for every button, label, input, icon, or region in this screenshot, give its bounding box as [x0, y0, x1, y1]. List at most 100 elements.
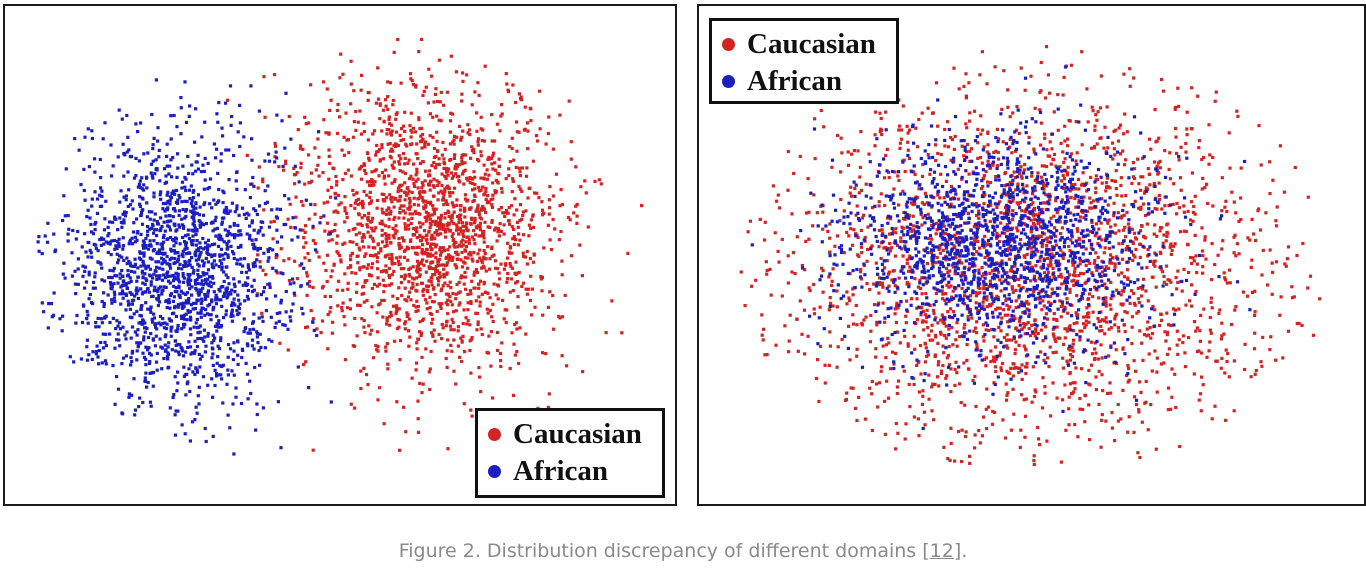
point-caucasian [362, 233, 366, 237]
point-african [167, 298, 171, 302]
point-african [232, 223, 236, 227]
point-african [184, 299, 188, 303]
point-african [200, 221, 204, 225]
point-african [176, 370, 180, 374]
point-african [232, 349, 236, 353]
point-african [93, 271, 97, 275]
point-caucasian [1052, 312, 1056, 316]
point-caucasian [398, 183, 402, 187]
point-caucasian [960, 286, 964, 290]
point-african [142, 319, 146, 323]
point-caucasian [483, 64, 487, 68]
point-african [191, 222, 195, 226]
point-african [206, 282, 210, 286]
point-caucasian [1121, 347, 1125, 351]
point-caucasian [1016, 366, 1020, 370]
point-caucasian [309, 309, 313, 313]
point-african [266, 152, 271, 156]
point-caucasian [496, 297, 500, 301]
point-african [152, 312, 156, 316]
point-caucasian [317, 155, 321, 159]
point-african [91, 232, 95, 236]
point-african [191, 239, 195, 243]
point-caucasian [391, 98, 395, 103]
point-caucasian [366, 98, 370, 102]
point-african [149, 226, 154, 230]
point-caucasian [431, 115, 435, 119]
point-caucasian [1049, 258, 1053, 262]
point-caucasian [398, 133, 402, 137]
point-caucasian [460, 135, 464, 139]
point-caucasian [506, 211, 510, 215]
point-african [232, 341, 236, 345]
point-caucasian [450, 219, 454, 223]
point-caucasian [489, 330, 493, 334]
point-african [254, 209, 258, 213]
point-caucasian [360, 239, 364, 243]
point-african [162, 285, 166, 289]
point-caucasian [411, 281, 415, 285]
point-caucasian [1295, 253, 1299, 258]
point-african [107, 232, 111, 236]
point-caucasian [984, 169, 988, 174]
point-caucasian [399, 138, 403, 143]
point-caucasian [299, 166, 303, 170]
point-caucasian [444, 169, 449, 173]
point-caucasian [470, 257, 474, 261]
point-african [99, 176, 103, 180]
point-caucasian [442, 267, 446, 271]
point-caucasian [357, 246, 361, 250]
point-african [215, 329, 219, 333]
point-caucasian [381, 269, 385, 273]
point-caucasian [396, 37, 400, 42]
point-african [173, 251, 177, 255]
point-african [98, 157, 102, 162]
point-caucasian [1121, 388, 1125, 392]
point-african [126, 273, 131, 277]
point-african [153, 344, 157, 348]
point-caucasian [463, 193, 467, 197]
point-caucasian [385, 322, 389, 326]
point-caucasian [1138, 255, 1142, 259]
point-african [126, 170, 130, 174]
point-caucasian [979, 114, 983, 118]
point-african [76, 257, 80, 261]
point-african [222, 279, 226, 284]
point-caucasian [640, 204, 644, 208]
point-caucasian [830, 283, 834, 287]
point-caucasian [260, 311, 264, 315]
point-african [75, 313, 79, 318]
point-caucasian [431, 267, 435, 271]
point-caucasian [1124, 194, 1128, 198]
point-african [275, 113, 279, 117]
point-african [251, 320, 255, 324]
point-african [166, 301, 170, 305]
point-african [258, 265, 262, 269]
point-african [141, 197, 145, 201]
point-caucasian [469, 371, 473, 375]
point-caucasian [521, 281, 526, 285]
point-african [165, 164, 169, 168]
point-caucasian [1078, 407, 1082, 411]
point-african [268, 285, 272, 289]
point-caucasian [426, 200, 430, 204]
point-african [246, 397, 250, 401]
point-african [259, 226, 263, 230]
point-african [157, 148, 161, 152]
point-african [171, 215, 175, 219]
point-caucasian [455, 225, 459, 229]
point-caucasian [277, 165, 281, 169]
point-african [242, 330, 246, 334]
point-african [181, 305, 185, 309]
point-african [100, 321, 104, 325]
point-caucasian [1052, 214, 1056, 218]
point-caucasian [1071, 273, 1076, 277]
point-caucasian [546, 405, 550, 409]
point-caucasian [380, 233, 384, 237]
point-caucasian [827, 363, 831, 367]
point-caucasian [500, 103, 504, 107]
point-caucasian [939, 172, 943, 176]
point-african [214, 263, 218, 267]
point-caucasian [448, 194, 452, 198]
point-african [233, 210, 237, 214]
